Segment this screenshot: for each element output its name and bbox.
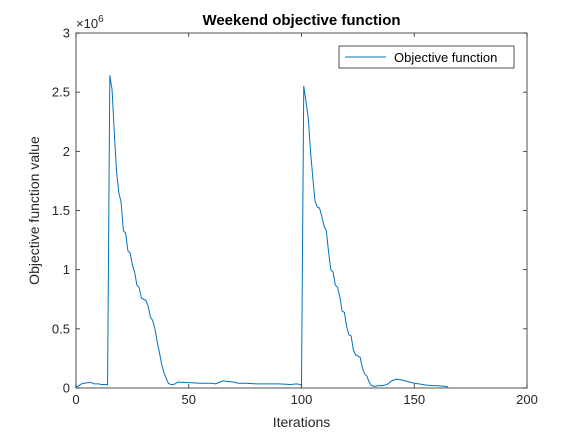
y-exponent-power: 6 [98,14,104,25]
x-axis-label: Iterations [273,414,331,430]
y-axis-exponent: ×106 [76,14,104,31]
legend-box [338,45,515,69]
y-tick-label: 1.5 [52,203,70,218]
x-tick-label: 150 [403,392,425,407]
series-line-0 [75,75,449,388]
legend-entry-objective-function: Objective function [394,50,497,65]
x-tick-label: 50 [182,392,196,407]
y-tick-label: 3 [63,26,70,41]
y-tick-label: 2.5 [52,85,70,100]
x-tick-label: 0 [72,392,79,407]
x-ticks: 0 50 100 150 200 [72,33,538,407]
y-ticks: 0 0.5 1 1.5 2 2.5 3 [52,26,527,396]
y-tick-label: 0 [63,381,70,396]
y-axis-label: Objective function value [26,136,42,285]
y-tick-label: 0.5 [52,321,70,336]
chart-title: Weekend objective function [202,12,400,29]
x-tick-label: 100 [291,392,313,407]
x-tick-label: 200 [516,392,538,407]
legend[interactable]: Objective function [338,45,515,69]
y-exponent-base: ×10 [76,16,98,31]
y-tick-label: 2 [63,144,70,159]
series-layer [75,75,449,388]
y-tick-label: 1 [63,262,70,277]
